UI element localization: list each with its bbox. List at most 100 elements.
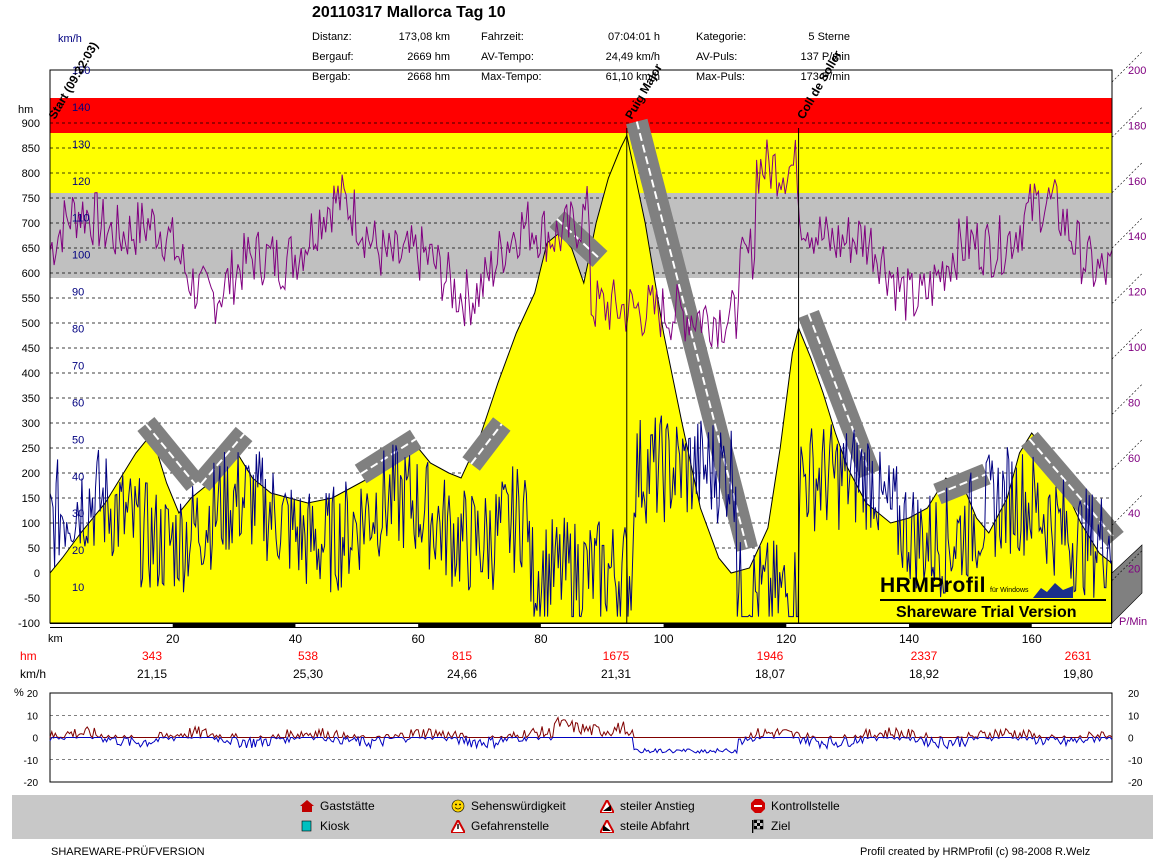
gradient-tick-label-left: 10: [27, 711, 39, 722]
gradient-marker-center: [807, 313, 871, 475]
pulse-tick-label: 120: [1128, 287, 1146, 299]
speed-tick-label: 10: [72, 582, 84, 594]
speed-tick-label: 60: [72, 397, 84, 409]
distance-bar-segment: [295, 624, 419, 627]
split-hm-value: 538: [298, 649, 318, 663]
split-kmh-value: 21,15: [137, 667, 167, 681]
pulse-tick-label: 160: [1128, 176, 1146, 188]
split-hm-value: 2631: [1065, 649, 1092, 663]
split-kmh-value: 24,66: [447, 667, 477, 681]
gradient-tick-label-left: -20: [24, 778, 39, 789]
split-hm-value: 343: [142, 649, 162, 663]
gradient-tick-label-right: -20: [1128, 778, 1143, 789]
pulse-tick-label: 20: [1128, 564, 1140, 576]
speed-tick-label: 30: [72, 508, 84, 520]
pulse-tick-label: 180: [1128, 120, 1146, 132]
mountain-logo-icon: [1032, 583, 1073, 598]
altitude-tick-label: 550: [22, 293, 40, 305]
distance-bar-segment: [786, 624, 910, 627]
pulse-line: [49, 139, 1113, 348]
pulse-tick-line: [1111, 550, 1143, 581]
gradient-downhill-line: [49, 735, 1113, 755]
stat-label-bergauf: Bergauf:: [312, 51, 354, 63]
gradient-marker-center: [360, 438, 417, 475]
speed-axis: 150 140 130 120 110 100 90 80 70 60 50 40 30 20 10: [72, 65, 90, 594]
gradient-tick-label-left: 0: [32, 734, 38, 745]
speed-tick-label: 20: [72, 545, 84, 557]
distance-axis-unit: km: [48, 633, 63, 645]
altitude-tick-label: 500: [22, 318, 40, 330]
stat-label-distanz: Distanz:: [312, 31, 352, 43]
gradient-tick-label-right: 10: [1128, 711, 1140, 722]
pulse-tick-line: [1111, 384, 1143, 415]
distance-tick-label: 20: [166, 632, 180, 646]
gradient-uphill-line: [49, 716, 1113, 740]
altitude-tick-label: 150: [22, 493, 40, 505]
watermark: HRMProfil für Windows Shareware Trial Ve…: [880, 574, 1106, 622]
stat-label-av-tempo: AV-Tempo:: [481, 51, 534, 63]
gradient-marker-center: [200, 433, 245, 485]
pulse-axis-unit: P/Min: [1119, 616, 1147, 628]
pulse-tick-label: 80: [1128, 397, 1140, 409]
pulse-tick-line: [1111, 107, 1143, 138]
pulse-tick-line: [1111, 162, 1143, 194]
zone-yellow-upper: [50, 133, 1112, 193]
stop-icon: [751, 799, 765, 813]
distance-bar-segment: [50, 624, 173, 627]
cup-icon: [301, 820, 312, 832]
pulse-tick-label: 140: [1128, 231, 1146, 243]
split-table: hm km/h 343 538 815 1675 1946 2337 2631 21,15 2…: [20, 649, 1093, 681]
gradient-chart: 20 20 10 10 0 0 -10 -10 -20 -20 %: [14, 687, 1143, 789]
altitude-tick-label: 850: [22, 143, 40, 155]
gradient-marker-center: [145, 423, 196, 485]
legend-item-steile-abfahrt: steile Abfahrt: [600, 819, 689, 833]
distance-bar-segment: [540, 624, 664, 627]
split-hm-value: 815: [452, 649, 472, 663]
stat-label-av-puls: AV-Puls:: [696, 51, 738, 63]
altitude-axis-unit: hm: [18, 104, 33, 116]
altitude-tick-label: 900: [22, 118, 40, 130]
watermark-brand: HRMProfil: [880, 574, 986, 597]
gradient-marker-center: [635, 121, 749, 550]
distance-tick-label: 120: [776, 632, 796, 646]
zone-red: [50, 98, 1112, 133]
legend-label: Gaststätte: [320, 799, 375, 813]
altitude-tick-label: 450: [22, 343, 40, 355]
split-row-kmh-label: km/h: [20, 667, 46, 681]
legend-item-kiosk: Kiosk: [300, 819, 349, 833]
stat-label-bergab: Bergab:: [312, 71, 351, 83]
legend-item-sehenswuerdigkeit: Sehenswürdigkeit: [451, 799, 566, 813]
speed-tick-label: 70: [72, 360, 84, 372]
speed-tick-label: 110: [72, 213, 90, 225]
footer-left: SHAREWARE-PRÜFVERSION: [51, 846, 205, 858]
split-kmh-value: 19,80: [1063, 667, 1093, 681]
split-kmh-value: 18,92: [909, 667, 939, 681]
speed-tick-label: 50: [72, 434, 84, 446]
split-row-hm-label: hm: [20, 649, 37, 663]
altitude-tick-label: 800: [22, 168, 40, 180]
distance-tick-label: 80: [534, 632, 548, 646]
split-kmh-value: 18,07: [755, 667, 785, 681]
distance-tick-label: 140: [899, 632, 919, 646]
legend-label: Sehenswürdigkeit: [471, 799, 566, 813]
finish-flag-icon: [752, 819, 764, 833]
altitude-tick-label: 0: [34, 568, 40, 580]
legend-label: Ziel: [771, 819, 791, 833]
smiley-icon: [451, 799, 465, 813]
speed-axis-unit: km/h: [58, 33, 82, 45]
pulse-tick-line: [1111, 217, 1143, 249]
distance-bar-segment: [1031, 624, 1112, 627]
split-hm-value: 1675: [603, 649, 630, 663]
altitude-speed-pulse-chart: 9008508007507006506005505004504003503002…: [18, 33, 1147, 646]
gradient-marker-center: [470, 423, 503, 465]
gradient-tick-label-left: -10: [24, 756, 39, 767]
pulse-tick-line: [1111, 51, 1143, 83]
altitude-tick-label: 400: [22, 368, 40, 380]
legend-label: steiler Anstieg: [620, 799, 695, 813]
stat-value-av-tempo: 24,49 km/h: [605, 51, 660, 63]
speed-tick-label: 150: [72, 65, 90, 77]
split-hm-value: 2337: [911, 649, 938, 663]
pulse-tick-line: [1111, 273, 1143, 304]
altitude-tick-label: 100: [22, 518, 40, 530]
pulse-tick-line: [1111, 328, 1143, 360]
